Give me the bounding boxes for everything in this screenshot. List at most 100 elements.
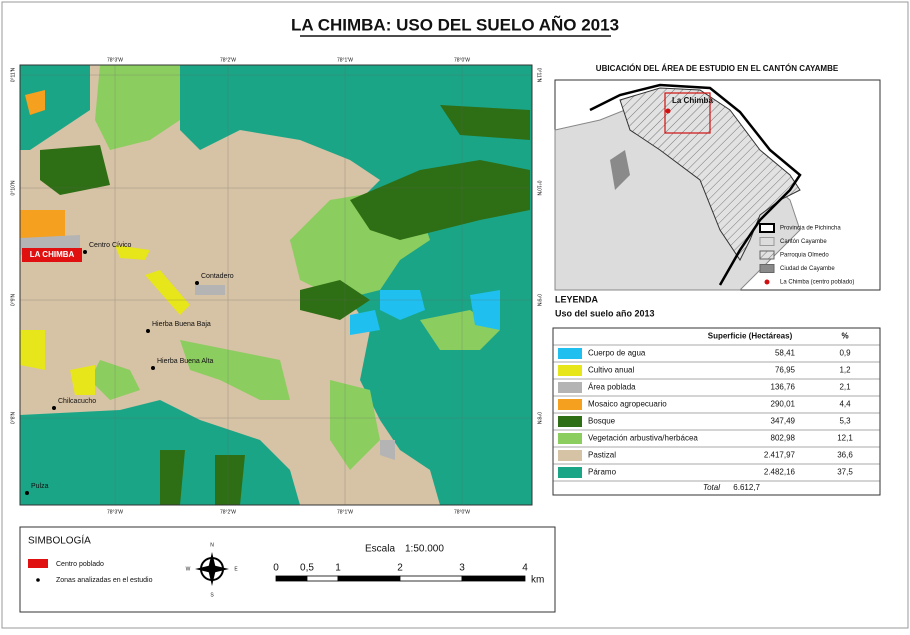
inset-legend-label: Ciudad de Cayambe [780,266,835,272]
grid-x-label: 78°2'W [220,509,236,515]
row-area: 58,41 [775,349,796,358]
grid-x-label: 78°0'W [454,57,470,63]
row-label: Mosaico agropecuario [588,400,667,409]
scale-segment [461,575,526,582]
row-label: Cuerpo de agua [588,349,646,358]
scale-tick-label: 2 [397,563,403,574]
row-area: 290,01 [771,400,796,409]
row-area: 2.417,97 [764,451,796,460]
compass: N S E W [186,542,239,598]
row-pct: 1,2 [839,366,851,375]
legend-swatch [558,399,582,410]
legend-swatch [558,416,582,427]
scale-tick-label: 1 [335,563,341,574]
row-pct: 37,5 [837,468,853,477]
row-label: Bosque [588,417,616,426]
compass-w: W [186,566,191,572]
row-pct: 5,3 [839,417,851,426]
inset-legend-label: Parroquia Olmedo [780,253,829,259]
scale-tick-label: 0 [273,563,279,574]
inset-title: UBICACIÓN DEL ÁREA DE ESTUDIO EN EL CANT… [596,64,839,73]
row-label: Pastizal [588,451,616,460]
inset-legend-swatch [759,250,775,260]
legend-swatch [558,382,582,393]
row-pct: 0,9 [839,349,851,358]
scale-label: Escala [365,544,395,555]
grid-x-label: 78°2'W [220,57,236,63]
inset-legend-label: Provincia de Pichincha [780,226,841,232]
compass-e: E [234,566,238,572]
grid-x-label: 78°3'W [107,509,123,515]
place-label: Hierba Buena Alta [157,358,214,365]
inset-map: UBICACIÓN DEL ÁREA DE ESTUDIO EN EL CANT… [554,64,881,291]
symbology-item: Centro poblado [56,561,104,568]
scale-segment [337,575,401,582]
grid-y-label: 0°8'N [10,412,16,425]
place-dot [25,491,29,495]
row-area: 2.482,16 [764,468,796,477]
scale-tick-label: 4 [522,563,528,574]
row-area: 76,95 [775,366,796,375]
place-dot [146,329,150,333]
row-area: 347,49 [771,417,796,426]
row-pct: 36,6 [837,451,853,460]
scale-ratio: 1:50.000 [405,544,444,555]
inset-legend-swatch [759,237,775,246]
legend-swatch [558,433,582,444]
row-label: Cultivo anual [588,366,634,375]
land-use-map: LA CHIMBA [19,64,533,506]
compass-s: S [210,592,214,598]
place-dot [83,250,87,254]
place-label: Chilcacucho [58,398,96,405]
grid-x-label: 78°1'W [337,57,353,63]
total-value: 6.612,7 [733,483,760,492]
row-label: Área poblada [588,383,636,392]
row-pct: 12,1 [837,434,853,443]
column-header: % [841,332,848,341]
row-label: Páramo [588,468,617,477]
scale-tick-label: 0,5 [300,563,314,574]
place-label: Pulza [31,483,49,490]
scale-segment [306,575,339,582]
inset-legend-swatch [759,223,775,233]
row-pct: 4,4 [839,400,851,409]
scale-segment [275,575,308,582]
land-use-table: Superficie (Hectáreas) % Cuerpo de agua 58,… [552,327,881,496]
legend-swatch [558,365,582,376]
title: LA CHIMBA: USO DEL SUELO AÑO 2013 [291,14,619,34]
inset-legend-swatch [764,279,770,285]
grid-y-label: 0°10'N [10,180,16,195]
scale-unit: km [531,575,544,586]
table-frame [552,327,881,496]
legend-swatch [558,348,582,359]
place-dot [52,406,56,410]
row-pct: 2,1 [839,383,851,392]
grid-x-label: 78°1'W [337,509,353,515]
grid-y-label: 0°9'N [536,294,542,307]
row-area: 802,98 [771,434,796,443]
place-dot [195,281,199,285]
symbology: SIMBOLOGÍA Centro poblado Zonas analizad… [19,526,556,613]
symbology-item: Zonas analizadas en el estudio [56,577,153,584]
inset-legend-label: La Chimba (centro poblado) [780,280,854,286]
grid-x-label: 78°0'W [454,509,470,515]
inset-legend-label: Cantón Cayambe [780,239,827,245]
inset-marker-label: La Chimba [672,96,713,105]
legend-swatch [558,467,582,478]
legend-heading: LEYENDA [555,294,599,304]
grid-y-label: 0°10'N [536,181,542,196]
column-header: Superficie (Hectáreas) [708,332,793,341]
grid-y-label: 0°9'N [10,294,16,307]
row-area: 136,76 [771,383,796,392]
total-label: Total [703,483,720,492]
grid-x-label: 78°3'W [107,57,123,63]
legend-subtitle: Uso del suelo año 2013 [555,308,655,318]
grid-y-label: 0°11'N [10,67,16,82]
place-dot [151,366,155,370]
place-label: Contadero [201,273,234,280]
inset-legend-swatch [759,264,775,273]
compass-n: N [210,542,214,548]
legend-swatch [558,450,582,461]
grid-y-label: 0°8'N [536,412,542,425]
